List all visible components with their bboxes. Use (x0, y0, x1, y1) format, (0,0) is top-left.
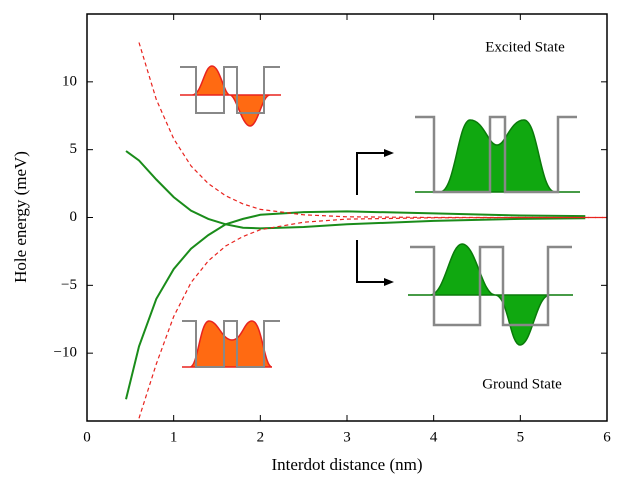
x-tick-label: 3 (343, 429, 351, 445)
y-axis-label: Hole energy (meV) (11, 151, 30, 283)
annotation: Excited State (485, 39, 565, 55)
x-tick-label: 0 (83, 429, 91, 445)
series-line (125, 150, 586, 230)
inset-wave (415, 119, 580, 193)
inset-well (410, 245, 572, 327)
x-tick-label: 4 (430, 429, 438, 445)
inset-well (180, 66, 280, 114)
inset-wave (180, 65, 281, 127)
y-tick-label: −5 (61, 277, 77, 293)
arrowhead (384, 149, 394, 157)
annotation: Ground State (482, 376, 562, 392)
inset-well (182, 320, 280, 368)
x-axis-label: Interdot distance (nm) (271, 455, 422, 474)
arrowhead (384, 278, 394, 286)
plot-frame (86, 13, 608, 422)
series-line (138, 42, 607, 219)
arrow (356, 152, 384, 195)
inset-well (415, 115, 577, 194)
x-tick-label: 5 (517, 429, 525, 445)
insets (180, 65, 580, 368)
arrow (356, 240, 384, 283)
y-tick-label: 0 (70, 209, 78, 225)
y-tick-label: −10 (54, 345, 77, 361)
x-tick-label: 1 (170, 429, 178, 445)
y-tick-label: 10 (62, 73, 77, 89)
inset-wave (408, 243, 573, 346)
inset-wave (182, 320, 273, 368)
series-line (125, 210, 586, 400)
series-line (138, 216, 607, 419)
x-tick-label: 2 (257, 429, 265, 445)
x-tick-label: 6 (603, 429, 611, 445)
y-tick-label: 5 (70, 141, 78, 157)
